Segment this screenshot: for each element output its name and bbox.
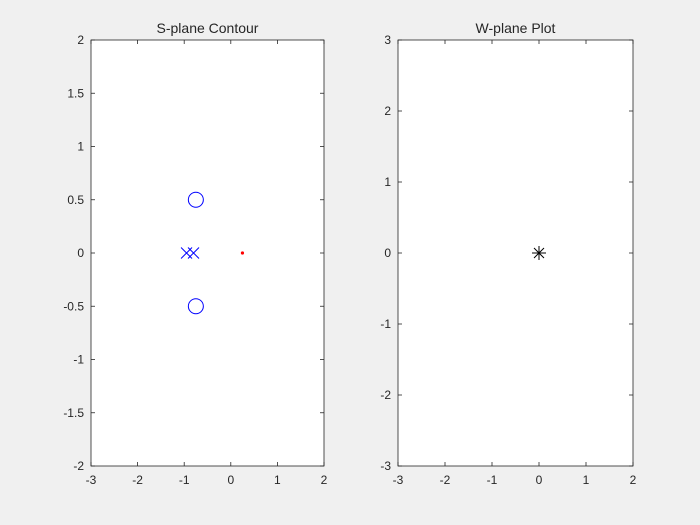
x-tick-label: 0: [536, 473, 543, 487]
chart-title: S-plane Contour: [157, 20, 259, 36]
asterisk-stroke: [533, 247, 545, 259]
y-tick-label: 1.5: [67, 86, 84, 100]
w-plane-axes: W-plane Plot -3 -2 -1 0 1 2 -3 -2 -1 0 1 2 3: [380, 20, 636, 487]
y-tick-label: 2: [77, 33, 84, 47]
y-tick-label: 0.5: [67, 193, 84, 207]
x-tick-label: 0: [227, 473, 234, 487]
y-tick-label: -0.5: [63, 299, 84, 313]
x-marker-stroke: [187, 247, 200, 259]
y-tick-label: 0: [77, 246, 84, 260]
y-tick-label: -1: [73, 353, 84, 367]
plot-area: [90, 39, 325, 467]
x-tick-label: -3: [86, 473, 97, 487]
y-tick-label: 0: [384, 246, 391, 260]
y-tick-label: -1.5: [63, 406, 84, 420]
x-tick-label: -2: [440, 473, 451, 487]
x-tick-label: -1: [179, 473, 190, 487]
x-marker: [187, 247, 200, 259]
plot-area: [397, 39, 634, 467]
x-tick-label: -3: [393, 473, 404, 487]
y-tick-label: 1: [77, 140, 84, 154]
x-tick-label: -2: [132, 473, 143, 487]
asterisk-marker: [532, 246, 546, 260]
y-tick-label: -1: [380, 317, 391, 331]
dot-marker: [240, 251, 245, 255]
chart-title: W-plane Plot: [476, 20, 556, 36]
s-plane-axes: S-plane Contour-3 -2 -1 0 1 2-2-1.5-1-0.500.5…: [63, 20, 327, 487]
y-tick-label: -3: [380, 459, 391, 473]
x-tick-label: 1: [583, 473, 590, 487]
y-tick-label: 2: [384, 104, 391, 118]
circle-marker: [187, 298, 204, 315]
y-tick-label: 1: [384, 175, 391, 189]
x-tick-label: 2: [321, 473, 328, 487]
x-tick-label: 2: [630, 473, 637, 487]
x-tick-label: -1: [487, 473, 498, 487]
x-tick-label: 1: [274, 473, 281, 487]
y-tick-label: 3: [384, 33, 391, 47]
circle-marker: [187, 191, 204, 208]
y-tick-label: -2: [73, 459, 84, 473]
y-tick-label: -2: [380, 388, 391, 402]
